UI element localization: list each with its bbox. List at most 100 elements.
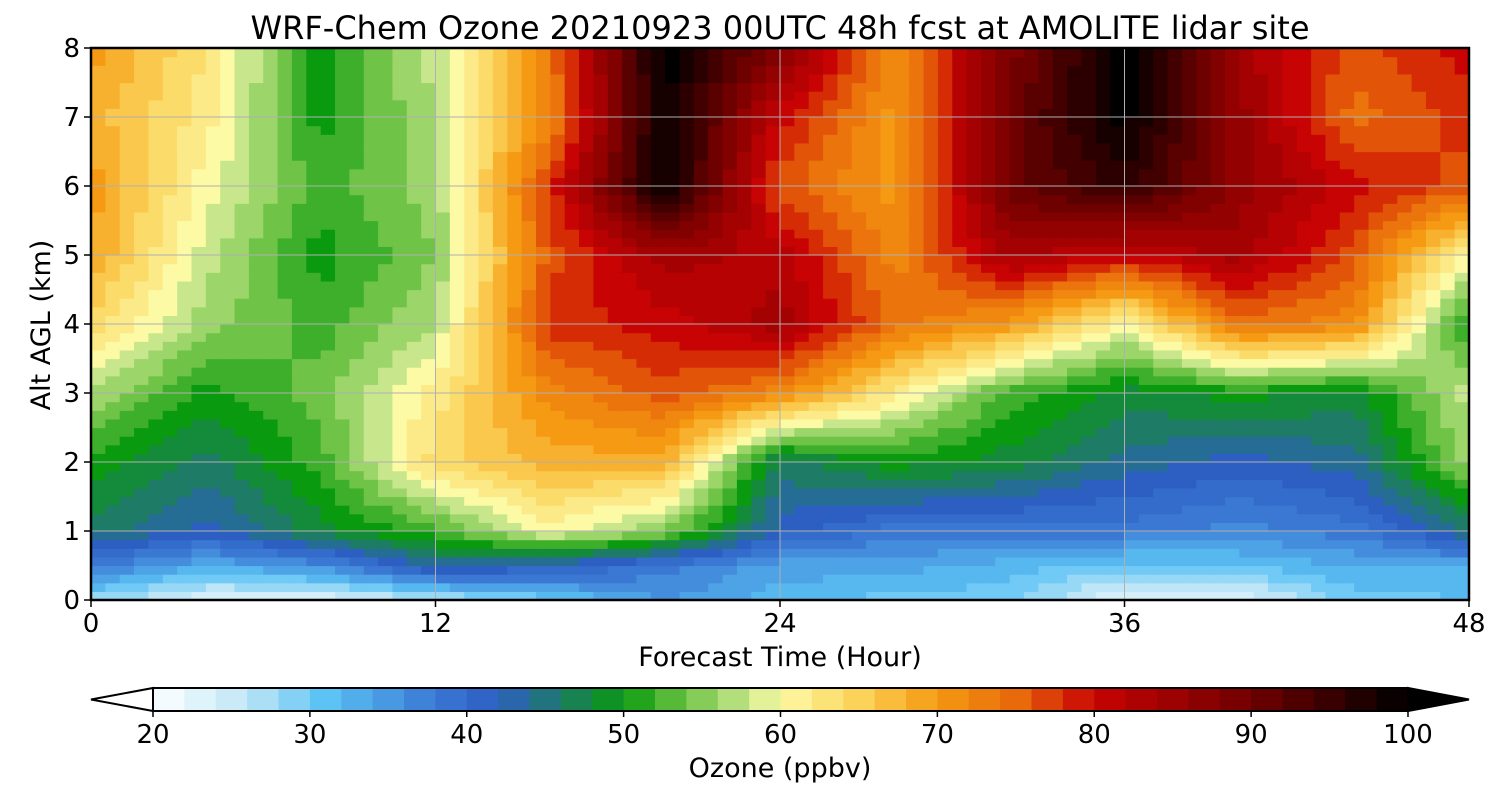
ozone-cell	[492, 591, 508, 601]
ozone-cell	[378, 401, 394, 411]
ozone-cell	[335, 263, 350, 273]
ozone-cell	[1440, 591, 1456, 601]
ozone-cell	[679, 229, 695, 239]
ozone-cell	[837, 582, 853, 592]
ozone-cell	[535, 453, 551, 463]
ozone-cell	[464, 168, 480, 178]
ozone-cell	[952, 548, 968, 558]
ozone-cell	[521, 556, 537, 567]
ozone-cell	[823, 358, 839, 368]
ozone-cell	[449, 332, 465, 342]
ozone-cell	[91, 160, 106, 170]
ozone-cell	[1167, 177, 1183, 187]
ozone-cell	[1354, 453, 1370, 463]
ozone-cell	[1024, 384, 1039, 394]
ozone-cell	[851, 203, 867, 213]
ozone-cell	[105, 211, 121, 222]
ozone-cell	[751, 427, 767, 437]
ozone-cell	[564, 289, 580, 299]
ozone-cell	[392, 358, 408, 368]
ozone-cell	[1268, 324, 1283, 334]
ozone-cell	[1325, 384, 1341, 394]
ozone-cell	[1253, 367, 1269, 377]
ozone-cell	[1110, 539, 1126, 549]
ozone-cell	[593, 487, 609, 498]
ozone-cell	[134, 470, 150, 480]
ozone-cell	[148, 496, 164, 506]
ozone-cell	[478, 332, 494, 342]
ozone-cell	[1167, 237, 1183, 247]
ozone-cell	[1167, 186, 1183, 196]
ozone-cell	[579, 453, 594, 463]
ozone-cell	[1138, 177, 1154, 187]
ozone-cell	[1052, 151, 1068, 161]
ozone-cell	[1167, 289, 1183, 299]
ozone-cell	[1253, 427, 1269, 437]
ozone-cell	[851, 462, 867, 472]
ozone-cell	[780, 194, 795, 204]
ozone-cell	[952, 470, 968, 480]
ozone-cell	[1325, 341, 1341, 351]
ozone-cell	[1368, 565, 1384, 575]
ozone-cell	[478, 280, 494, 291]
ozone-cell	[91, 393, 106, 403]
ozone-cell	[780, 324, 795, 334]
ozone-cell	[1311, 470, 1327, 480]
ozone-cell	[952, 496, 968, 506]
ozone-cell	[1138, 358, 1154, 368]
ozone-cell	[105, 505, 121, 515]
ozone-cell	[91, 522, 106, 532]
ozone-cell	[1181, 289, 1197, 299]
ozone-cell	[148, 582, 164, 592]
ozone-cell	[966, 272, 982, 282]
ozone-cell	[1311, 203, 1327, 213]
ozone-cell	[995, 263, 1011, 273]
ozone-cell	[1038, 211, 1054, 222]
ozone-cell	[1110, 548, 1126, 558]
ozone-cell	[478, 444, 494, 454]
ozone-cell	[521, 263, 537, 273]
ozone-cell	[263, 289, 279, 299]
ozone-cell	[205, 393, 221, 403]
ozone-cell	[134, 522, 150, 532]
ozone-cell	[794, 556, 810, 567]
ozone-cell	[1368, 401, 1384, 411]
ozone-cell	[1268, 393, 1283, 403]
ozone-cell	[205, 306, 221, 316]
ozone-cell	[1425, 315, 1441, 325]
ozone-cell	[966, 453, 982, 463]
ozone-cell	[148, 556, 164, 567]
ozone-cell	[435, 211, 451, 222]
ozone-cell	[162, 263, 178, 273]
ozone-cell	[866, 177, 882, 187]
ozone-cell	[693, 444, 709, 454]
ozone-cell	[837, 375, 853, 385]
ozone-cell	[851, 263, 867, 273]
ozone-cell	[464, 591, 480, 601]
ozone-cell	[349, 375, 365, 385]
ozone-cell	[148, 298, 164, 308]
ozone-cell	[937, 229, 953, 239]
ozone-cell	[1153, 246, 1169, 256]
ozone-cell	[823, 513, 839, 523]
ozone-cell	[1081, 255, 1097, 265]
ozone-cell	[593, 591, 609, 601]
ozone-cell	[952, 211, 968, 222]
ozone-cell	[866, 531, 882, 541]
ozone-cell	[1239, 263, 1255, 273]
ozone-cell	[335, 505, 350, 515]
ozone-cell	[119, 513, 135, 523]
ozone-cell	[1268, 237, 1283, 247]
ozone-cell	[521, 160, 537, 170]
ozone-cell	[794, 522, 810, 532]
ozone-cell	[349, 427, 365, 437]
ozone-cell	[1038, 151, 1054, 161]
ozone-cell	[177, 367, 193, 377]
ozone-cell	[1296, 470, 1312, 480]
ozone-cell	[492, 479, 508, 489]
ozone-cell	[765, 401, 781, 411]
ozone-cell	[1224, 229, 1240, 239]
ozone-cell	[1411, 522, 1427, 532]
ozone-cell	[823, 332, 839, 342]
ozone-cell	[708, 168, 724, 178]
